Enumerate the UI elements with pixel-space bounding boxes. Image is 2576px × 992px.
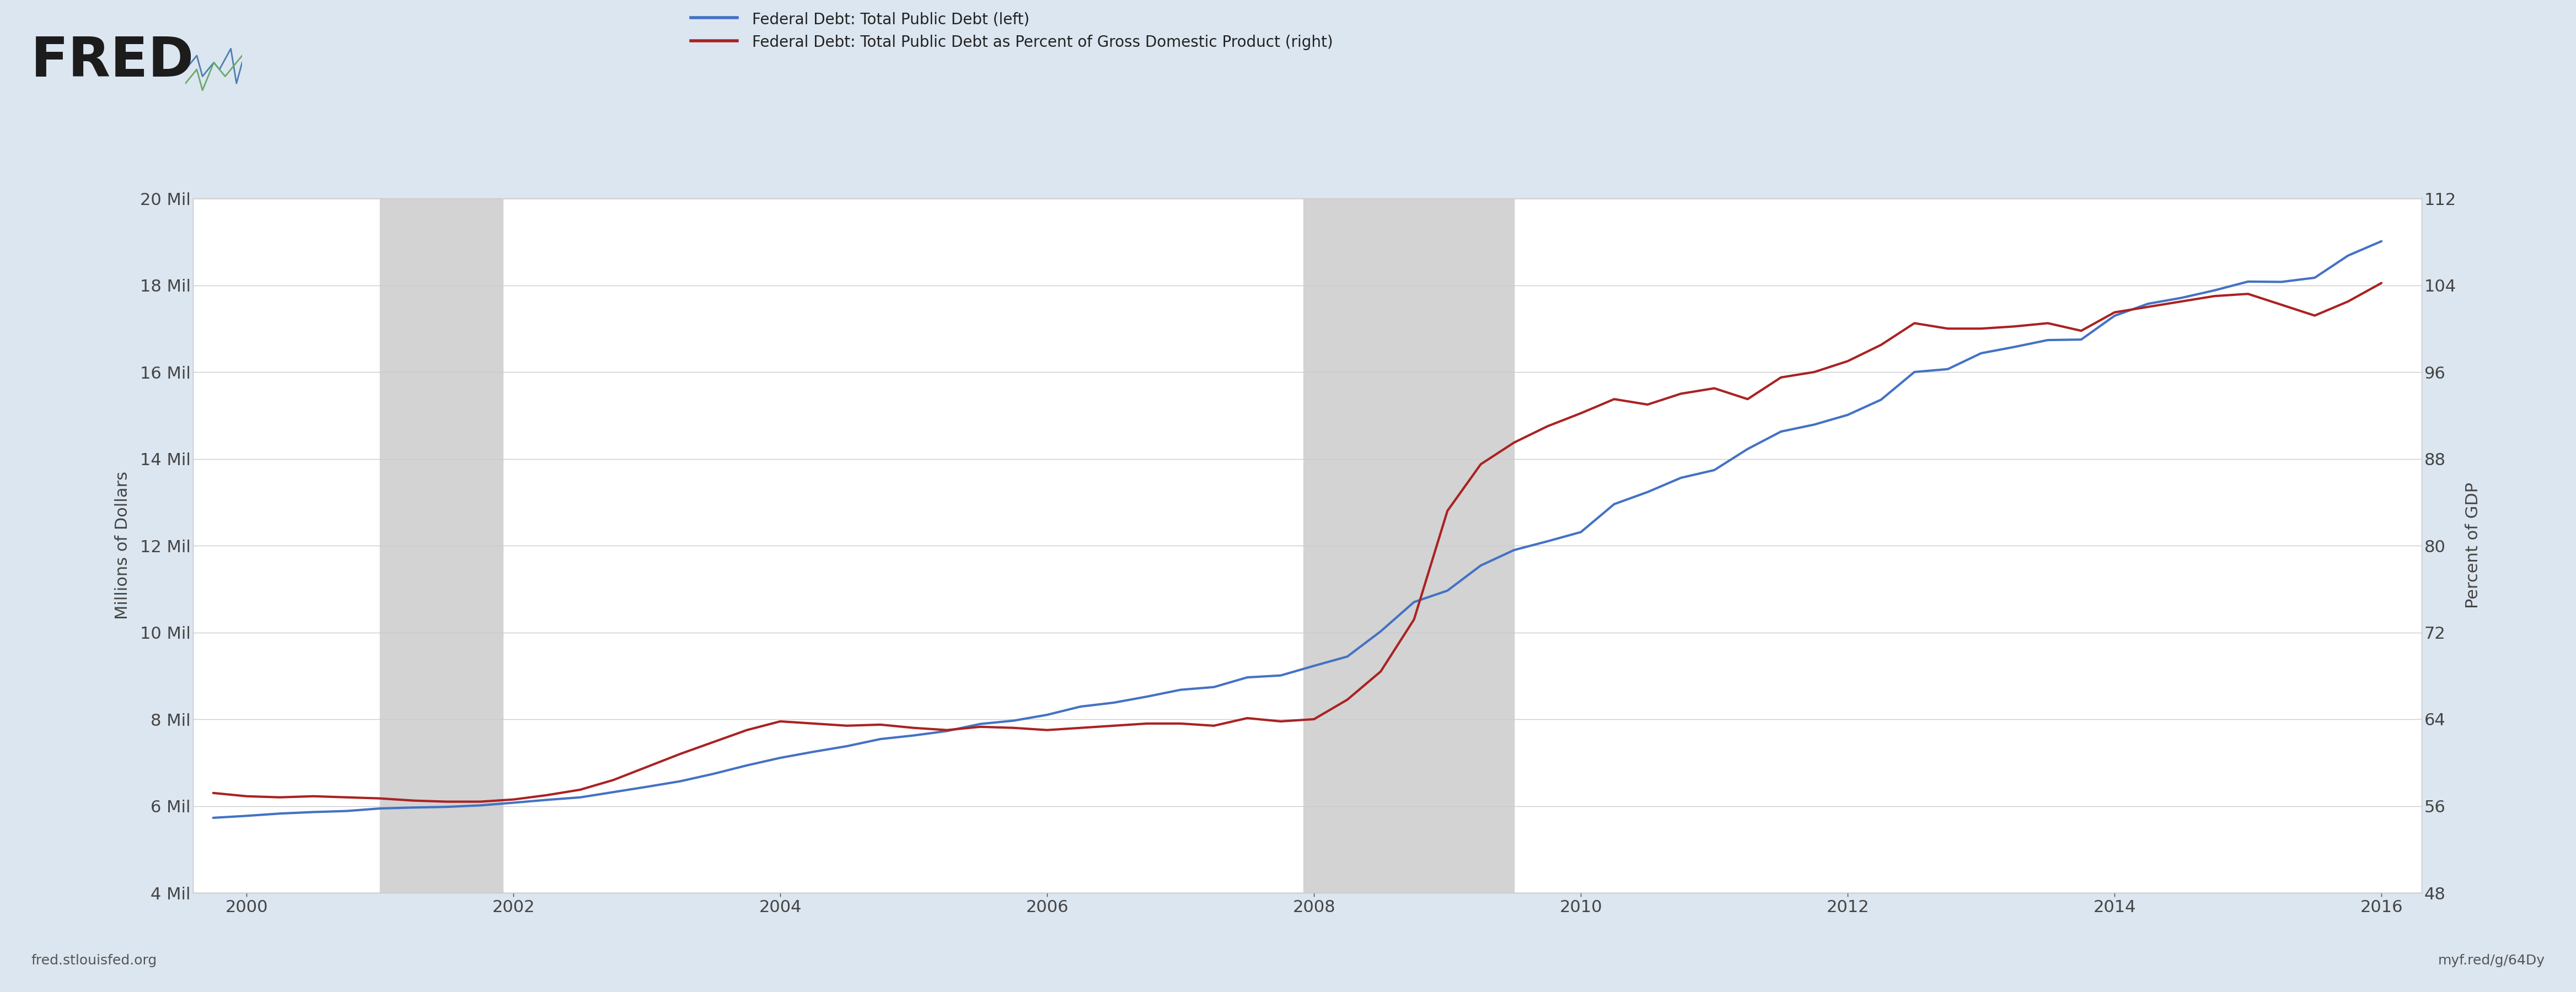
- Legend: Federal Debt: Total Public Debt (left), Federal Debt: Total Public Debt as Perce: Federal Debt: Total Public Debt (left), …: [690, 12, 1334, 51]
- Y-axis label: Millions of Dollars: Millions of Dollars: [113, 471, 131, 620]
- Bar: [381, 198, 502, 893]
- Text: myf.red/g/64Dy: myf.red/g/64Dy: [2437, 954, 2545, 967]
- Y-axis label: Percent of GDP: Percent of GDP: [2465, 482, 2481, 609]
- Bar: [1303, 198, 1515, 893]
- Text: fred.stlouisfed.org: fred.stlouisfed.org: [31, 954, 157, 967]
- Text: FRED: FRED: [31, 35, 193, 88]
